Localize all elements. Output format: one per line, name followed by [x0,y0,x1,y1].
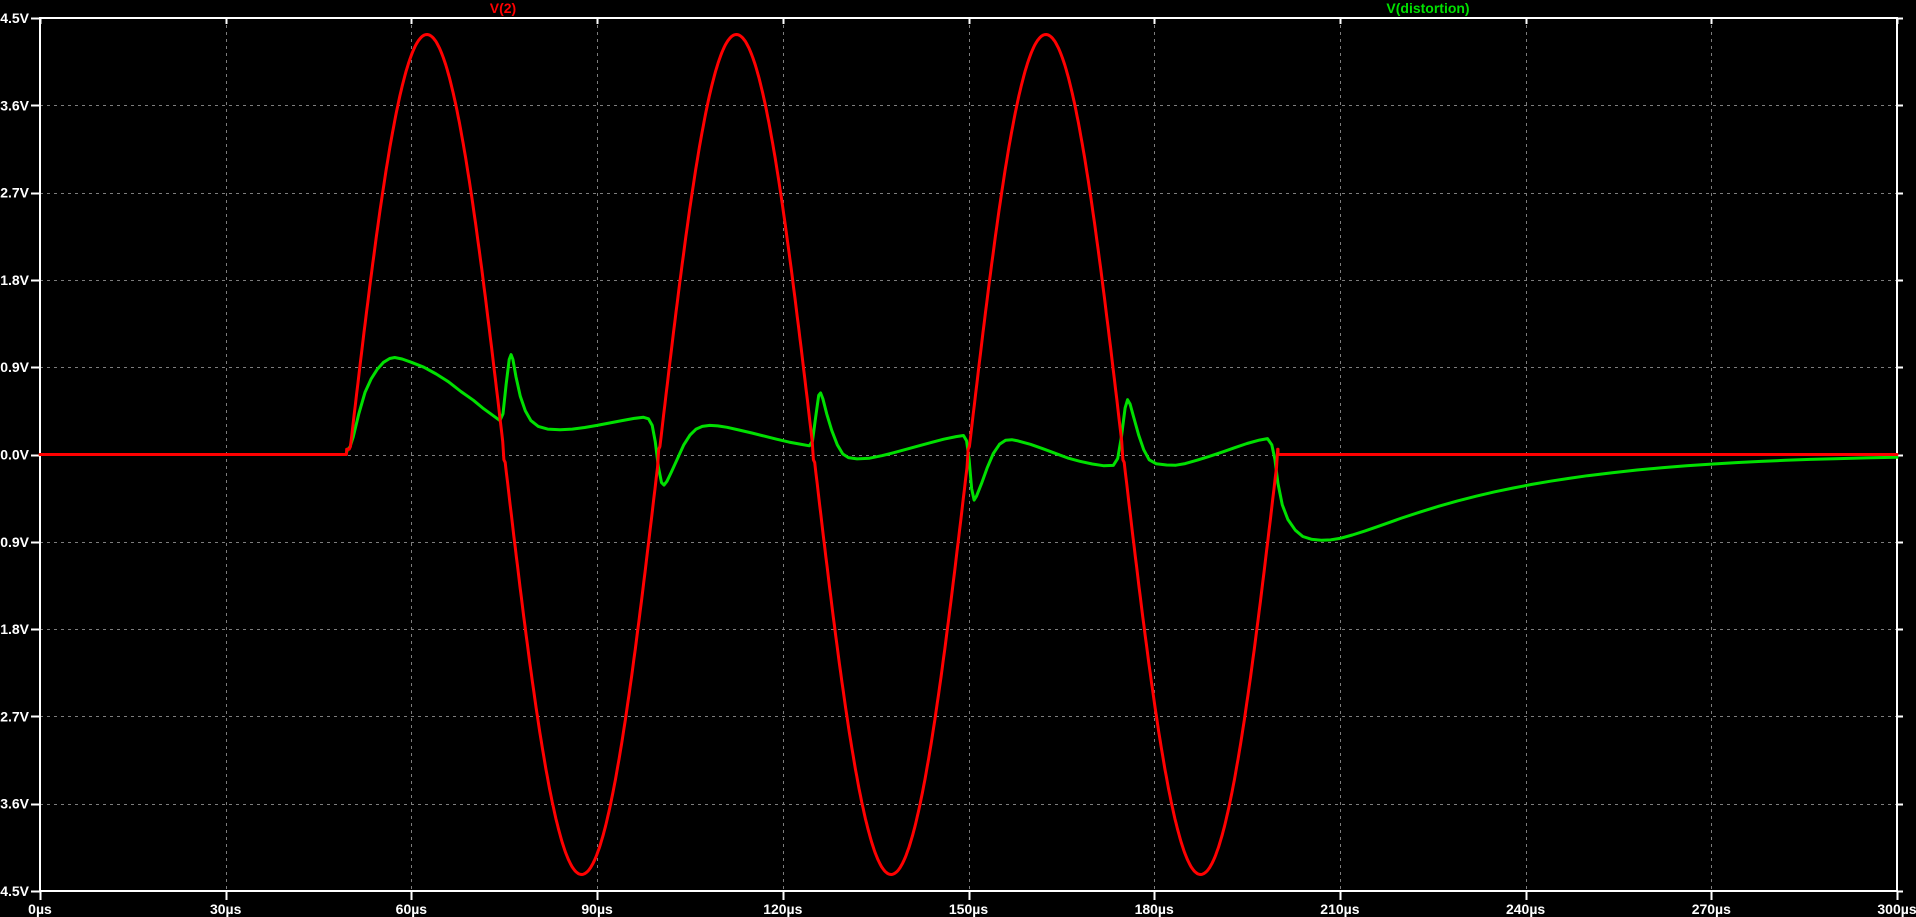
x-tick-label: 270µs [1692,901,1731,917]
x-tick-label: 300µs [1877,901,1916,917]
x-tick-label: 210µs [1320,901,1359,917]
x-tick-label: 30µs [210,901,242,917]
x-tick-label: 150µs [949,901,988,917]
y-tick-label: 0.9V [0,359,29,375]
x-tick-label: 60µs [396,901,428,917]
y-tick-label: -4.5V [0,883,30,899]
y-tick-label: -1.8V [0,621,30,637]
x-tick-label: 120µs [763,901,802,917]
y-tick-label: 4.5V [0,10,29,26]
y-tick-label: -0.9V [0,534,30,550]
x-tick-label: 240µs [1506,901,1545,917]
trace-label-v2[interactable]: V(2) [489,0,517,16]
trace-label-vdistortion[interactable]: V(distortion) [1386,0,1470,16]
y-tick-label: -2.7V [0,708,30,724]
trace-v2[interactable] [38,33,1899,876]
x-tick-label: 90µs [581,901,613,917]
trace-vdistortion[interactable] [38,353,1899,542]
y-tick-label: 1.8V [0,272,29,288]
x-tick-label: 0µs [28,901,52,917]
y-tick-label: 3.6V [0,97,29,113]
y-tick-label: 0.0V [0,447,29,463]
y-tick-label: 2.7V [0,185,29,201]
y-tick-label: -3.6V [0,796,30,812]
x-tick-label: 180µs [1135,901,1174,917]
